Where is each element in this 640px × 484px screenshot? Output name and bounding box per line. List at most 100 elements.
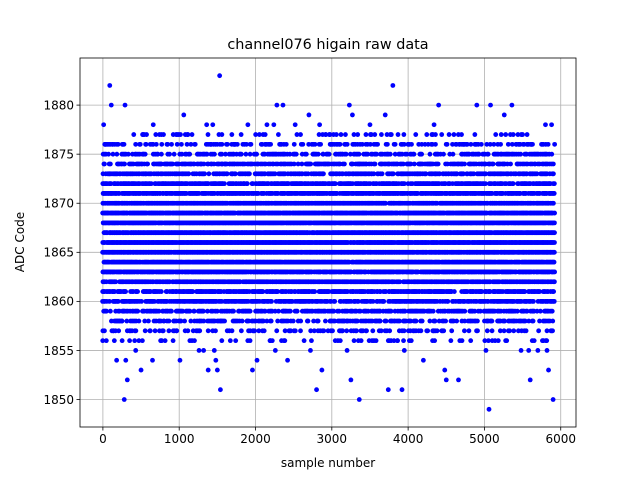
data-point (247, 171, 252, 176)
data-point (206, 171, 211, 176)
data-point (299, 162, 304, 167)
data-point (161, 328, 166, 333)
data-point (388, 152, 393, 157)
data-point (304, 152, 309, 157)
data-point (178, 132, 183, 137)
data-point (344, 152, 349, 157)
data-point (228, 338, 233, 343)
data-point (284, 142, 289, 147)
data-point (393, 142, 398, 147)
data-point (318, 142, 323, 147)
data-point (323, 319, 328, 324)
data-point (143, 152, 148, 157)
data-point (402, 328, 407, 333)
data-point (269, 299, 274, 304)
data-point (254, 152, 259, 157)
data-point (222, 319, 227, 324)
data-point (414, 319, 419, 324)
data-point (302, 338, 307, 343)
data-point (140, 338, 145, 343)
data-point (295, 309, 300, 314)
data-point (248, 152, 253, 157)
data-point (412, 152, 417, 157)
data-point (126, 152, 131, 157)
data-point (330, 328, 335, 333)
data-point (370, 328, 375, 333)
data-point (185, 328, 190, 333)
data-point (132, 338, 137, 343)
data-point (332, 299, 337, 304)
data-point (248, 309, 253, 314)
data-point (159, 152, 164, 157)
data-point (138, 142, 143, 147)
data-point (240, 319, 245, 324)
data-point (262, 328, 267, 333)
data-point (321, 171, 326, 176)
data-point (213, 328, 218, 333)
data-point (380, 171, 385, 176)
data-point (391, 171, 396, 176)
data-point (372, 132, 377, 137)
data-point (316, 319, 321, 324)
data-point (268, 142, 273, 147)
data-point (197, 328, 202, 333)
data-point (175, 142, 180, 147)
data-point (359, 338, 364, 343)
data-point (309, 338, 314, 343)
data-point (294, 152, 299, 157)
data-point (343, 132, 348, 137)
data-point (108, 162, 113, 167)
data-point (239, 152, 244, 157)
data-point (179, 142, 184, 147)
data-point (291, 319, 296, 324)
data-point (298, 328, 303, 333)
data-point (401, 132, 406, 137)
data-point (298, 319, 303, 324)
data-point (182, 319, 187, 324)
data-point (219, 338, 224, 343)
data-point (412, 162, 417, 167)
data-point (316, 152, 321, 157)
data-point (206, 328, 211, 333)
data-point (122, 142, 127, 147)
data-point (378, 319, 383, 324)
data-point (243, 152, 248, 157)
data-point (139, 299, 144, 304)
data-point (169, 142, 174, 147)
data-point (133, 328, 138, 333)
data-point (225, 142, 230, 147)
data-point (135, 289, 140, 294)
data-point (357, 152, 362, 157)
data-point (153, 328, 158, 333)
data-point (106, 152, 111, 157)
data-point (345, 142, 350, 147)
data-point (282, 338, 287, 343)
data-point (114, 152, 119, 157)
data-point (245, 181, 250, 186)
data-point (127, 338, 132, 343)
data-point (321, 328, 326, 333)
data-point (396, 132, 401, 137)
data-point (159, 289, 164, 294)
data-point (274, 328, 279, 333)
data-point (229, 132, 234, 137)
data-point (292, 142, 297, 147)
data-point (163, 338, 168, 343)
data-point (161, 132, 166, 137)
data-point (122, 162, 127, 167)
data-point (104, 338, 109, 343)
data-point (409, 338, 414, 343)
data-point (206, 132, 211, 137)
data-point (233, 338, 238, 343)
data-point (174, 328, 179, 333)
data-point (219, 132, 224, 137)
data-point (202, 171, 207, 176)
data-point (231, 309, 236, 314)
data-point (148, 328, 153, 333)
data-point (131, 132, 136, 137)
data-point (108, 309, 113, 314)
data-point (172, 152, 177, 157)
data-point (375, 142, 380, 147)
